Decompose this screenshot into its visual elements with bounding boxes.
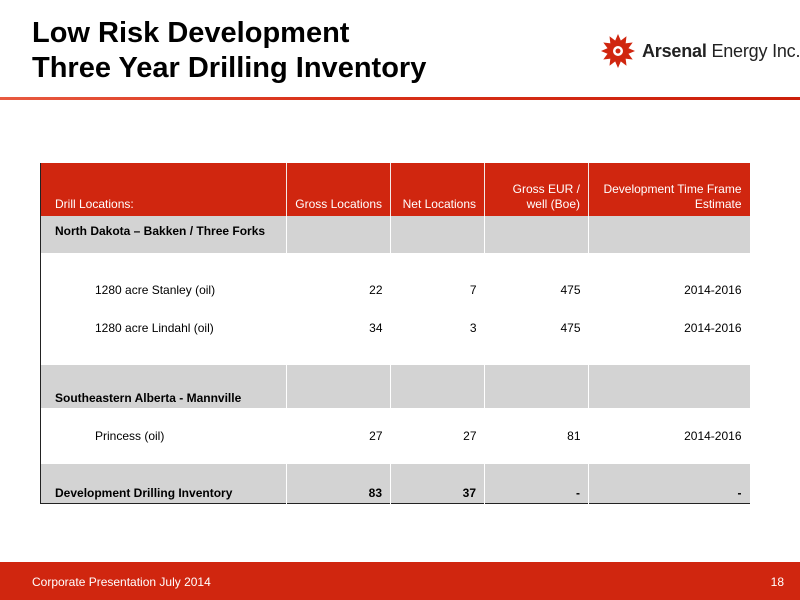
slide-title-line-2: Three Year Drilling Inventory — [32, 52, 427, 84]
footer-presentation-title: Corporate Presentation July 2014 — [32, 575, 211, 589]
total-gross-locations: 83 — [286, 464, 391, 503]
company-logo-text: Arsenal Energy Inc. — [642, 40, 800, 61]
gross-eur-value: 475 — [484, 273, 589, 307]
gross-eur-value: 475 — [484, 307, 589, 349]
table-row: Princess (oil) 27 27 81 2014-2016 — [40, 408, 750, 464]
gross-locations-value: 27 — [286, 408, 391, 464]
region-row: Southeastern Alberta - Mannville — [40, 365, 750, 408]
table-header-row: Drill Locations: Gross Locations Net Loc… — [40, 162, 750, 216]
timeframe-value: 2014-2016 — [588, 273, 750, 307]
timeframe-value: 2014-2016 — [588, 307, 750, 349]
total-net-locations: 37 — [390, 464, 485, 503]
header-gross-eur: Gross EUR / well (Boe) — [484, 162, 589, 216]
net-locations-value: 27 — [390, 408, 485, 464]
footer-bar: Corporate Presentation July 2014 18 — [0, 562, 800, 600]
total-label: Development Drilling Inventory — [40, 464, 287, 503]
page-number: 18 — [770, 575, 784, 589]
net-locations-value: 7 — [390, 273, 485, 307]
location-name: 1280 acre Lindahl (oil) — [40, 307, 287, 349]
location-name: 1280 acre Stanley (oil) — [40, 273, 287, 307]
total-timeframe: - — [588, 464, 750, 503]
slide-title: Low Risk Development Three Year Drilling… — [32, 16, 426, 86]
location-name: Princess (oil) — [40, 408, 287, 464]
total-gross-eur: - — [484, 464, 589, 503]
region-name: Southeastern Alberta - Mannville — [40, 365, 287, 408]
gross-locations-value: 22 — [286, 273, 391, 307]
header-gross-locations: Gross Locations — [286, 162, 391, 216]
table-row: 1280 acre Stanley (oil) 22 7 475 2014-20… — [40, 273, 750, 307]
drilling-inventory-table: Drill Locations: Gross Locations Net Loc… — [40, 162, 750, 504]
timeframe-value: 2014-2016 — [588, 408, 750, 464]
header-development-time: Development Time Frame Estimate — [588, 162, 750, 216]
header-drill-locations: Drill Locations: — [40, 162, 287, 216]
red-sunburst-logo-icon — [600, 33, 636, 69]
region-name: North Dakota – Bakken / Three Forks — [40, 216, 287, 253]
title-divider — [0, 97, 800, 100]
gross-locations-value: 34 — [286, 307, 391, 349]
region-row: North Dakota – Bakken / Three Forks — [40, 216, 750, 253]
table-row: 1280 acre Lindahl (oil) 34 3 475 2014-20… — [40, 307, 750, 349]
slide-title-line-1: Low Risk Development — [32, 17, 350, 49]
gross-eur-value: 81 — [484, 408, 589, 464]
header-net-locations: Net Locations — [390, 162, 485, 216]
total-row: Development Drilling Inventory 83 37 - - — [40, 464, 750, 503]
company-logo: Arsenal Energy Inc. — [600, 32, 800, 70]
net-locations-value: 3 — [390, 307, 485, 349]
